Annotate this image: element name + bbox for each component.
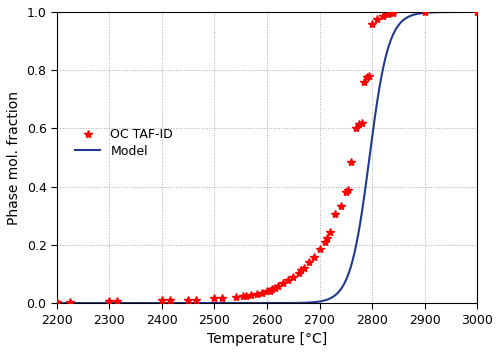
Model — [76, 301, 82, 305]
OC TAF-ID — [264, 289, 270, 294]
OC TAF-ID — [240, 294, 246, 298]
OC TAF-ID — [259, 291, 265, 295]
OC TAF-ID — [54, 299, 60, 304]
Model — [474, 10, 480, 14]
Line: Model: Model — [57, 12, 477, 303]
OC TAF-ID — [390, 11, 396, 15]
OC TAF-ID — [422, 10, 428, 14]
Model — [54, 301, 60, 305]
X-axis label: Temperature [°C]: Temperature [°C] — [207, 332, 327, 346]
Y-axis label: Phase mol. fraction: Phase mol. fraction — [7, 90, 21, 225]
OC TAF-ID — [332, 212, 338, 216]
Line: OC TAF-ID: OC TAF-ID — [53, 8, 482, 306]
Model — [385, 47, 391, 51]
Model — [247, 301, 253, 305]
OC TAF-ID — [474, 10, 480, 14]
Legend: OC TAF-ID, Model: OC TAF-ID, Model — [72, 124, 177, 162]
Model — [462, 10, 468, 14]
OC TAF-ID — [346, 187, 352, 192]
Model — [258, 301, 264, 305]
Model — [462, 10, 468, 14]
